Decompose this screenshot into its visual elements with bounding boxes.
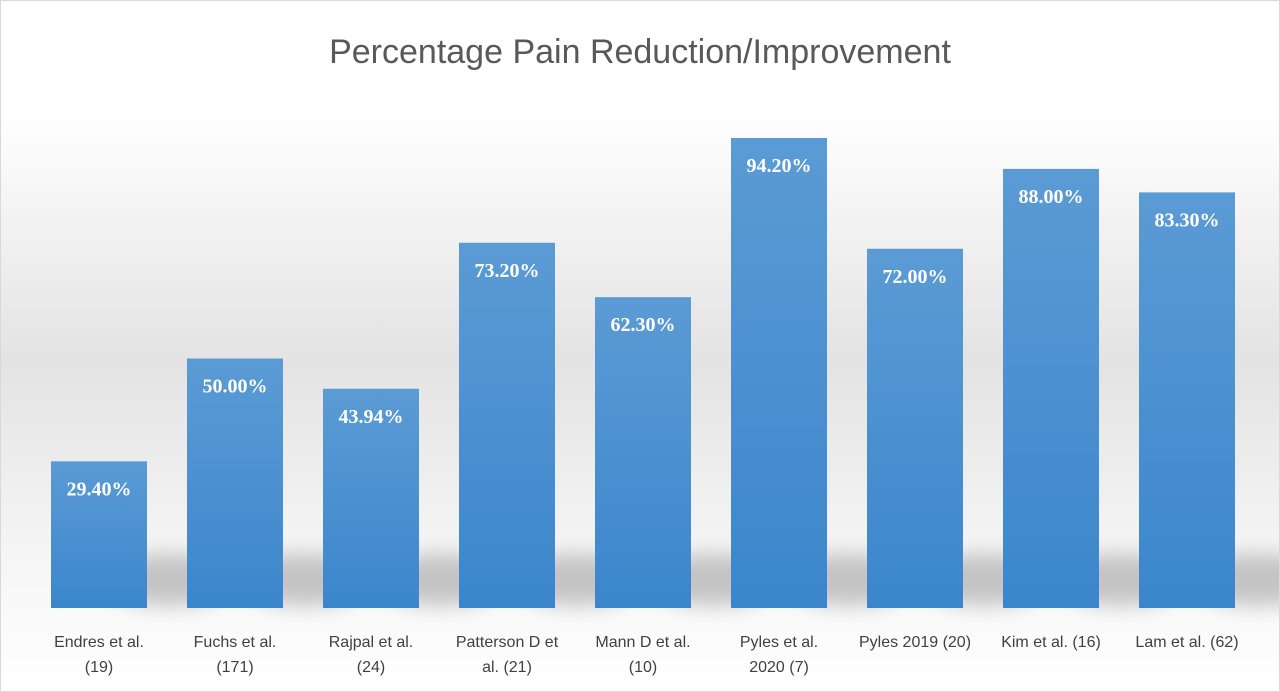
category-label: Rajpal et al.	[329, 634, 414, 651]
bar	[1139, 192, 1235, 609]
category-labels-group: Endres et al. (19) Fuchs et al. (171) Rajpal…	[54, 634, 1238, 676]
category-label: al. (21)	[482, 659, 532, 676]
bar-value-label: 50.00%	[203, 376, 268, 398]
category-label: Pyles 2019 (20)	[859, 634, 971, 651]
bar-value-label: 29.40%	[67, 478, 132, 500]
category-label: Lam et al. (62)	[1135, 634, 1238, 651]
value-labels-group: 29.40% 50.00% 43.94% 73.20% 62.30% 94.20% 72.0…	[67, 155, 1220, 500]
bar	[731, 138, 827, 608]
bar-value-label: 43.94%	[339, 406, 404, 428]
bar-value-label: 73.20%	[475, 260, 540, 282]
bar	[1003, 168, 1099, 608]
category-label: (10)	[629, 659, 657, 676]
category-label: Pyles et al.	[740, 634, 818, 651]
category-label: Mann D et al.	[595, 634, 690, 651]
category-label: (24)	[357, 659, 385, 676]
category-label: (171)	[216, 659, 253, 676]
category-label: Kim et al. (16)	[1001, 634, 1101, 651]
bar	[323, 388, 419, 608]
chart-title: Percentage Pain Reduction/Improvement	[329, 33, 951, 71]
category-label: Patterson D et	[456, 634, 559, 651]
bar	[595, 297, 691, 608]
category-label: Endres et al.	[54, 634, 144, 651]
category-label: (19)	[85, 659, 113, 676]
bar-value-label: 94.20%	[747, 155, 812, 177]
bar-value-label: 88.00%	[1019, 186, 1084, 208]
bars-group	[51, 138, 1235, 609]
bar-value-label: 62.30%	[611, 314, 676, 336]
category-label: Fuchs et al.	[194, 634, 277, 651]
bar	[459, 242, 555, 608]
bar	[867, 248, 963, 608]
bar	[51, 461, 147, 608]
bar-value-label: 83.30%	[1155, 209, 1220, 231]
category-label: 2020 (7)	[749, 659, 809, 676]
bar-value-label: 72.00%	[883, 266, 948, 288]
bar	[187, 358, 283, 608]
